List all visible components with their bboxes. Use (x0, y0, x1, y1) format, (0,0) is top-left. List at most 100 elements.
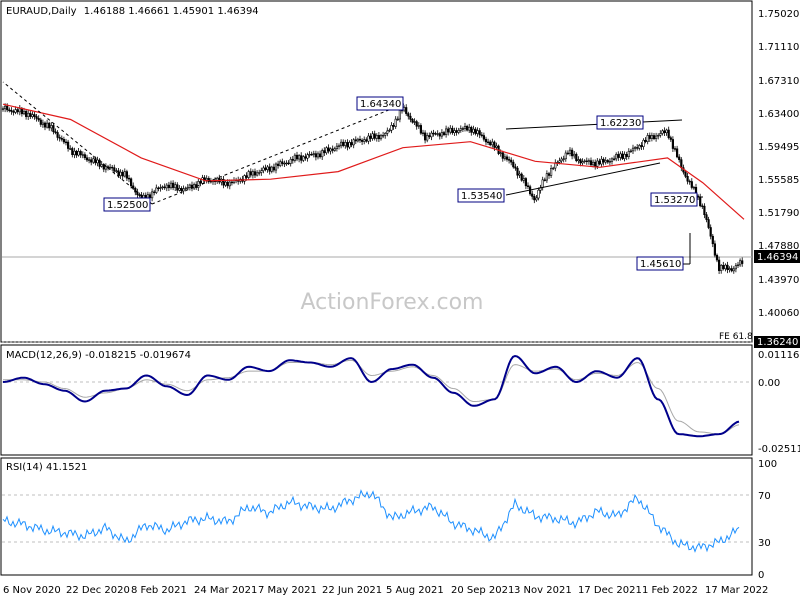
candle-body (384, 133, 387, 136)
x-tick: 24 Mar 2021 (194, 585, 257, 596)
candle-body (117, 170, 120, 176)
candle-body (409, 115, 412, 120)
candle-body (356, 138, 360, 142)
candle-body (247, 171, 250, 178)
candle-body (510, 159, 513, 163)
price-label: 1.45610 (640, 259, 681, 270)
candle-body (300, 155, 303, 161)
candle-body (552, 167, 555, 170)
channel-top-line (505, 119, 683, 130)
candle-body (581, 161, 584, 164)
candle-body (69, 148, 72, 150)
candle-body (67, 141, 70, 149)
candle-body (617, 154, 620, 158)
candle-body (283, 162, 286, 165)
candle-body (16, 109, 19, 113)
price-label: 1.53270 (654, 195, 695, 206)
candle-body (631, 147, 635, 152)
price-label: 1.64340 (360, 99, 401, 110)
candle-body (262, 167, 265, 172)
y-tick: 0.011168 (758, 350, 800, 361)
candle-body (272, 166, 276, 171)
candle-body (151, 191, 154, 199)
candle-body (728, 268, 731, 271)
candle-body (386, 130, 389, 134)
candle-body (363, 139, 366, 142)
candle-body (478, 130, 481, 136)
candle-body (524, 178, 527, 187)
y-tick: 1.71110 (758, 42, 799, 53)
candle-body (659, 133, 662, 136)
candle-body (258, 172, 261, 174)
candle-body (249, 171, 252, 176)
candle-body (512, 161, 515, 168)
candle-body (678, 156, 681, 160)
candle-body (342, 141, 345, 146)
candle-body (172, 182, 175, 188)
candle-body (596, 160, 599, 167)
candle-body (732, 268, 735, 272)
candle-body (121, 171, 124, 177)
candle-body (726, 264, 729, 271)
candle-body (688, 180, 691, 183)
candle-body (390, 125, 393, 131)
y-tick: 1.63400 (758, 109, 799, 120)
candle-body (109, 166, 112, 169)
candle-body (405, 107, 408, 114)
candle-body (707, 219, 710, 228)
y-tick: -0.025117 (758, 444, 800, 455)
candle-body (623, 153, 626, 159)
candle-body (396, 118, 399, 121)
candle-body (276, 163, 280, 166)
candle-body (514, 166, 517, 169)
label-box (596, 115, 644, 130)
candle-body (339, 141, 343, 147)
candle-body (482, 135, 486, 140)
rsi-line (2, 489, 740, 553)
candle-body (161, 186, 164, 188)
candle-body (306, 154, 309, 159)
candle-body (579, 159, 582, 164)
candle-body (486, 141, 490, 144)
candle-body (675, 148, 679, 158)
macd-header: MACD(12,26,9) -0.018215 -0.019674 (6, 350, 191, 361)
candle-body (407, 113, 410, 117)
candle-body (314, 153, 318, 158)
candle-body (18, 108, 21, 113)
candle-body (329, 148, 332, 152)
x-tick: 20 Sep 2021 (451, 585, 514, 596)
candle-body (226, 181, 229, 187)
candle-body (62, 139, 65, 143)
candle-body (302, 156, 305, 161)
candle-body (367, 135, 370, 142)
y-tick: 1.51790 (758, 208, 799, 219)
fe-price-label: 1.36240 (757, 337, 798, 348)
candle-body (216, 177, 219, 183)
candle-body (392, 125, 395, 127)
candle-body (480, 134, 483, 136)
candle-body (615, 154, 618, 160)
candle-body (516, 167, 519, 176)
candle-body (684, 171, 687, 177)
candle-body (402, 107, 406, 111)
candle-body (474, 128, 477, 134)
candle-body (371, 133, 374, 139)
candle-body (155, 187, 158, 193)
candle-body (507, 159, 511, 161)
candle-body (610, 158, 614, 162)
candle-body (81, 154, 84, 156)
y-tick: 1.43970 (758, 275, 799, 286)
candle-body (673, 148, 677, 150)
candle-body (360, 139, 364, 142)
candle-body (321, 150, 324, 158)
candle-body (79, 151, 82, 156)
price-label: 1.53540 (461, 191, 502, 202)
candle-body (104, 166, 107, 170)
candle-body (734, 265, 737, 270)
candle-body (591, 161, 595, 166)
candle-body (153, 191, 156, 193)
candle-body (148, 194, 152, 199)
x-tick: 8 Feb 2021 (131, 585, 187, 596)
candle-body (325, 147, 328, 154)
candle-body (560, 158, 563, 162)
